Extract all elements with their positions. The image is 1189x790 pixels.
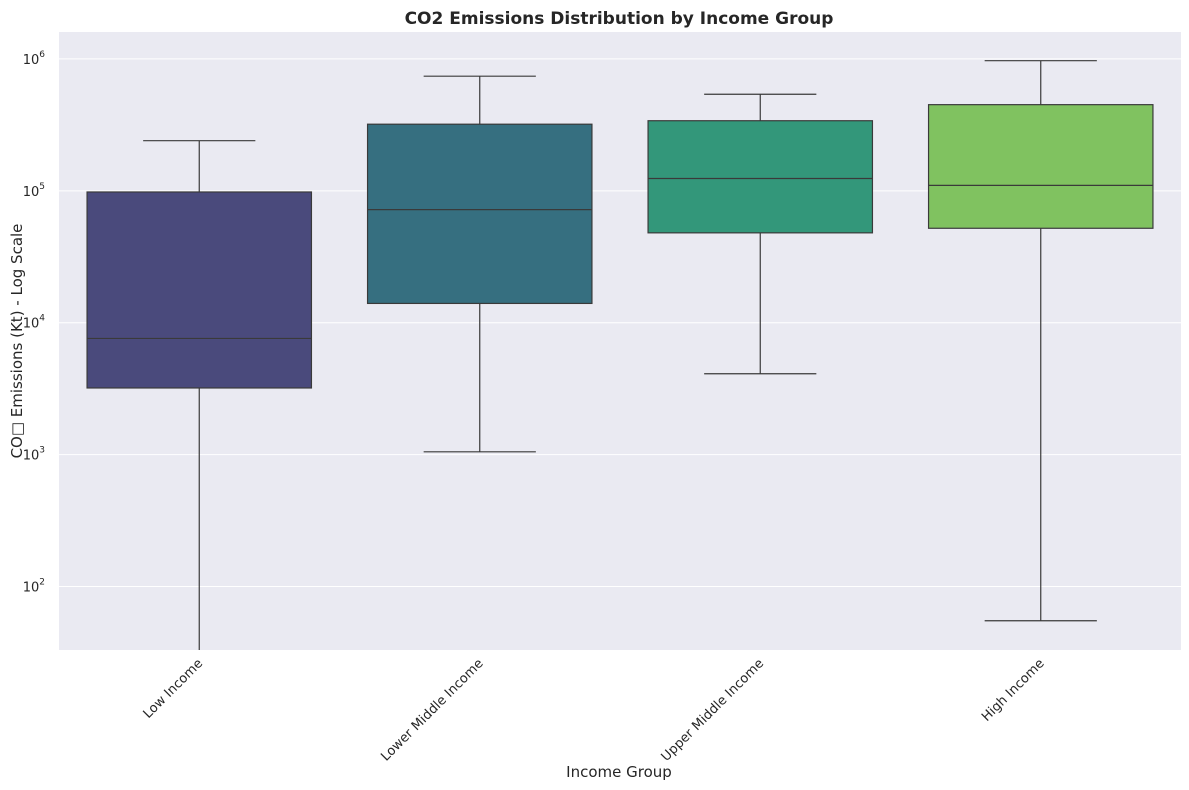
x-tick-label: High Income: [979, 656, 1047, 724]
y-tick-label: 102: [23, 577, 45, 595]
y-tick-label: 103: [23, 446, 45, 464]
y-axis-ticks: 102 103 104 105 106: [23, 50, 46, 596]
iqr-box: [366, 123, 593, 305]
x-tick-label: Upper Middle Income: [659, 656, 767, 764]
x-axis-ticks: Low Income Lower Middle Income Upper Middl…: [141, 656, 1048, 764]
box-4: [927, 60, 1154, 622]
boxes: [86, 60, 1154, 650]
y-tick-label: 104: [23, 314, 46, 332]
y-tick-label: 105: [23, 182, 45, 200]
x-axis-label: Income Group: [566, 763, 672, 781]
box-3: [647, 93, 874, 375]
iqr-box: [647, 120, 874, 234]
box-1: [86, 140, 313, 650]
iqr-box: [86, 191, 313, 389]
iqr-box: [927, 104, 1154, 229]
y-axis-label: CO□ Emissions (Kt) - Log Scale: [8, 224, 26, 459]
box-2: [366, 75, 593, 453]
x-tick-label: Lower Middle Income: [378, 656, 486, 764]
chart-title: CO2 Emissions Distribution by Income Gro…: [405, 9, 834, 29]
x-tick-label: Low Income: [141, 656, 206, 721]
y-tick-label: 106: [23, 50, 46, 68]
